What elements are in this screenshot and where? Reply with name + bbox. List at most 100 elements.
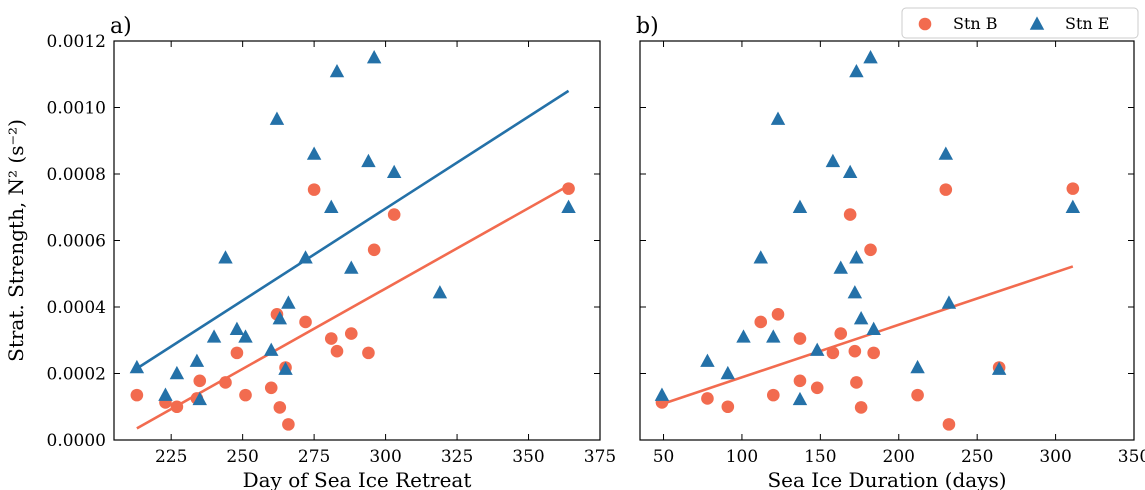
stn-e-point <box>849 250 864 264</box>
panel-label: b) <box>636 14 659 39</box>
stn-b-point <box>170 400 184 414</box>
stn-e-point <box>129 359 145 374</box>
stn-e-point <box>1065 199 1081 213</box>
stn-b-point <box>864 243 877 257</box>
x-tick-label: 275 <box>298 447 330 467</box>
stn-b-point <box>362 346 375 360</box>
x-tick-label: 375 <box>584 447 616 467</box>
stn-e-point <box>306 146 322 160</box>
legend-label: Stn E <box>1065 14 1109 33</box>
stn-e-point <box>938 146 954 160</box>
stn-e-point <box>366 50 382 64</box>
stn-e-point <box>700 353 715 367</box>
stn-e-point <box>206 329 222 343</box>
stn-e-point <box>281 295 296 309</box>
stn-b-point <box>771 308 785 321</box>
stn-e-point <box>853 311 869 325</box>
stn-b-point <box>264 381 278 395</box>
x-tick-label: 150 <box>804 447 836 467</box>
stn-e-point <box>561 199 576 213</box>
stn-e-point <box>654 387 670 401</box>
stn-b-point <box>562 182 575 195</box>
legend-label: Stn B <box>953 14 998 33</box>
stn-b-point <box>843 208 857 221</box>
stn-b-point <box>810 381 824 395</box>
y-axis-label: Strat. Strength, N² (s⁻²) <box>4 119 28 362</box>
stn-b-point <box>793 374 807 388</box>
stn-b-point <box>239 388 252 402</box>
stn-b-point <box>219 376 232 389</box>
stn-e-point <box>847 285 863 299</box>
x-tick-label: 300 <box>369 447 401 467</box>
stn-e-point <box>238 329 253 343</box>
stn-e-point <box>736 329 751 343</box>
stn-e-point <box>432 285 448 299</box>
stn-b-fit-line <box>136 184 570 430</box>
stn-e-point <box>825 153 841 168</box>
stn-b-point <box>299 315 312 329</box>
y-tick-label: 0.0000 <box>47 431 106 451</box>
stn-e-point <box>272 311 288 325</box>
stn-e-point <box>278 361 293 375</box>
y-tick-label: 0.0006 <box>47 232 106 252</box>
panel-b: 50 100 150 200 250 300 350 Sea Ice Duration (da… <box>636 14 1145 490</box>
stn-e-point <box>720 365 736 380</box>
x-tick-label: 300 <box>1039 447 1071 467</box>
x-tick-label: 350 <box>512 447 544 467</box>
y-tick-label: 0.0004 <box>47 298 106 318</box>
stn-e-point <box>298 250 313 264</box>
stn-b-point <box>854 401 868 414</box>
x-tick-label: 200 <box>883 447 915 467</box>
stn-e-point <box>991 361 1007 375</box>
stn-e-point <box>218 250 233 264</box>
stn-b-point <box>942 418 956 431</box>
stn-e-point <box>329 63 345 78</box>
y-tick-label: 0.0008 <box>47 165 106 185</box>
x-tick-label: 250 <box>961 447 993 467</box>
x-axis-label: Day of Sea Ice Retreat <box>243 468 472 490</box>
stn-e-point <box>361 153 376 168</box>
stn-b-point <box>344 327 358 340</box>
y-tick-label: 0.0012 <box>47 32 106 52</box>
stn-b-point <box>911 388 924 402</box>
legend-stn-e-marker <box>1029 16 1045 30</box>
x-tick-label: 325 <box>441 447 473 467</box>
stn-e-point <box>324 199 339 213</box>
stn-e-point <box>229 321 245 335</box>
stn-b-point <box>387 208 401 221</box>
y-tick-label: 0.0002 <box>47 365 106 385</box>
stn-e-point <box>910 359 925 374</box>
stn-b-point <box>307 183 321 196</box>
stn-e-point <box>189 353 205 367</box>
stn-b-point <box>282 418 295 431</box>
x-tick-label: 100 <box>726 447 758 467</box>
stn-b-point <box>850 376 863 389</box>
stn-e-point <box>269 111 285 125</box>
x-tick-label: 350 <box>1118 447 1145 467</box>
x-tick-label: 225 <box>155 447 187 467</box>
stn-e-point <box>842 164 858 179</box>
x-tick-label: 250 <box>226 447 258 467</box>
stn-b-point <box>1066 182 1080 195</box>
stn-b-fit-line <box>661 265 1074 406</box>
legend-stn-b-marker <box>918 17 932 31</box>
stn-b-point <box>367 243 381 257</box>
stn-b-point <box>324 332 338 345</box>
stn-b-point <box>230 346 244 360</box>
stn-b-point <box>273 401 287 414</box>
stn-e-point <box>344 260 359 274</box>
stn-b-point <box>848 344 862 358</box>
x-tick-label: 50 <box>653 447 675 467</box>
stn-e-point <box>941 295 957 309</box>
stn-b-point <box>939 183 953 196</box>
panel-label: a) <box>110 14 132 39</box>
stn-e-point <box>766 329 781 343</box>
stn-b-point <box>793 332 807 345</box>
stn-e-point <box>792 199 808 213</box>
stn-b-point <box>826 346 840 360</box>
stn-e-point <box>792 391 808 406</box>
plot-frame <box>113 40 601 441</box>
stn-b-point <box>130 388 144 402</box>
panel-a: 225 250 275 300 325 350 375 0.0000 0.0002 0.0004 0… <box>4 14 616 490</box>
